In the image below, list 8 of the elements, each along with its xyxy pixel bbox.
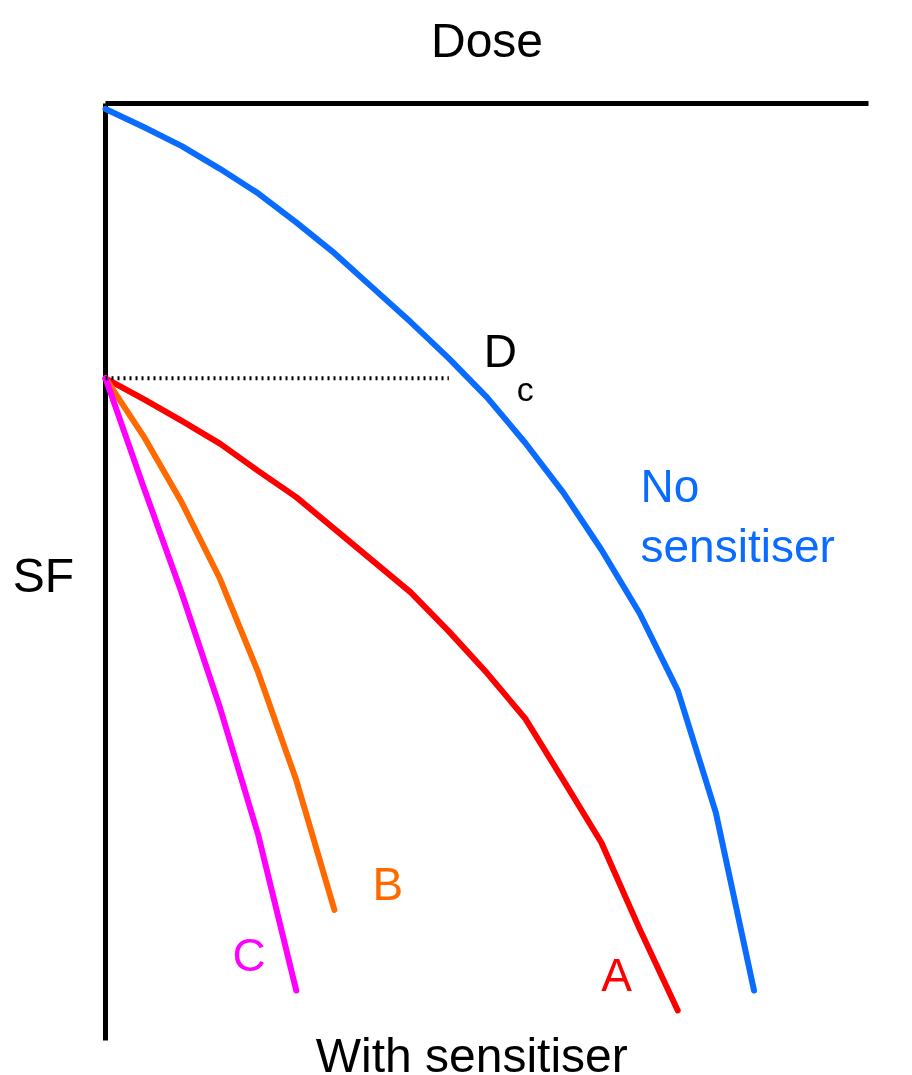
series-label: A [601, 949, 633, 1002]
series-label: C [232, 929, 266, 982]
series-label: B [372, 857, 404, 910]
series-label: No sensitiser [640, 460, 835, 573]
text: With sensitiser [315, 1028, 628, 1075]
y-axis-title: SF [12, 548, 75, 602]
annotation: Dc [483, 324, 534, 409]
x-axis-title: Dose [430, 14, 544, 68]
